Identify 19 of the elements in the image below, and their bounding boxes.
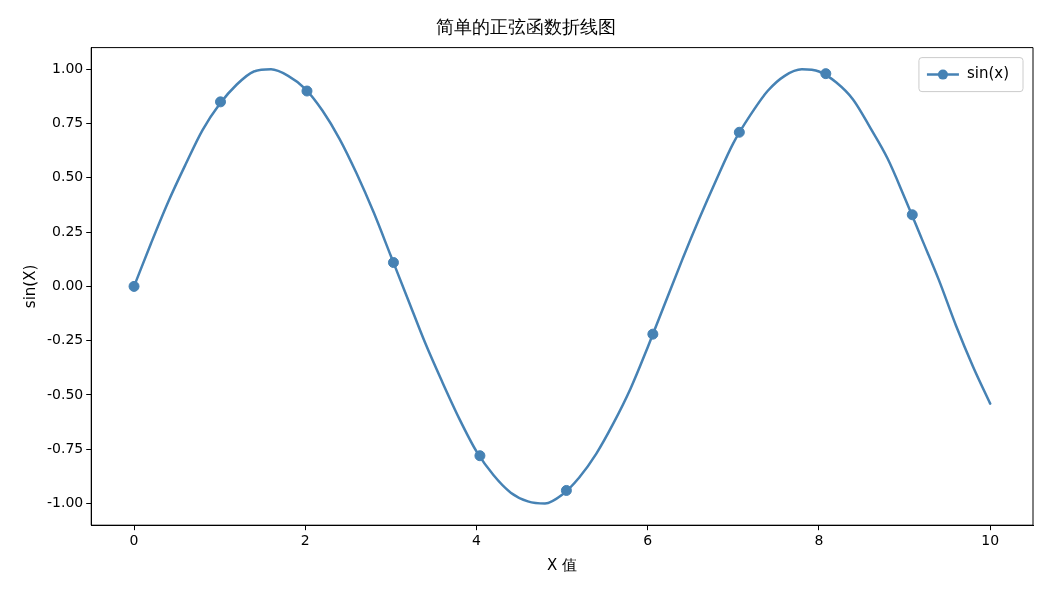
x-tick-label: 8 [814, 532, 824, 549]
x-tick-label: 6 [643, 532, 653, 549]
chart-title: 简单的正弦函数折线图 [435, 16, 616, 38]
y-tick-label: -1.00 [46, 494, 84, 511]
y-tick-label: 0.00 [52, 277, 84, 294]
x-tick-label: 0 [129, 532, 139, 549]
x-tick-label: 2 [300, 532, 310, 549]
legend-label: sin(x) [966, 64, 1010, 83]
x-tick-label: 10 [981, 532, 1000, 549]
x-axis-title: X 值 [547, 555, 578, 574]
y-tick-label: 0.75 [52, 114, 84, 131]
y-tick-label: 1.00 [52, 59, 84, 76]
y-tick-label: 0.25 [52, 222, 84, 239]
y-tick-label: -0.25 [46, 331, 84, 348]
y-axis-title: sin(X) [20, 264, 39, 309]
y-tick-label: -0.50 [46, 385, 84, 402]
x-tick-label: 4 [472, 532, 482, 549]
y-tick-label: -0.75 [46, 439, 84, 456]
y-tick-label: 0.50 [52, 168, 84, 185]
